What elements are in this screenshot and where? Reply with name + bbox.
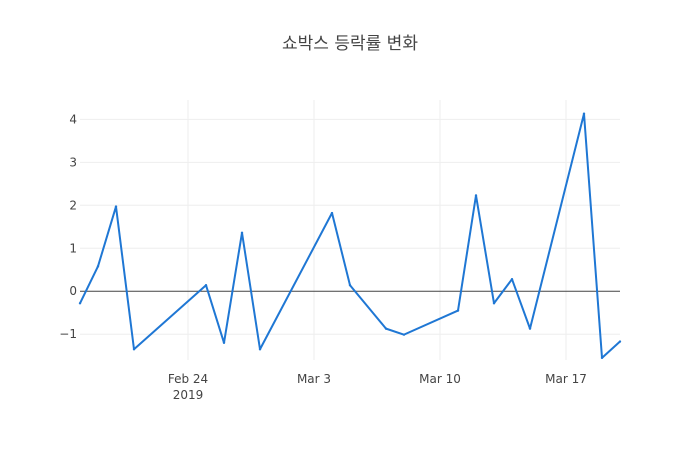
data-point — [132, 348, 136, 351]
data-point — [348, 284, 352, 287]
y-tick-label: 4 — [69, 112, 77, 126]
data-point — [402, 333, 406, 336]
data-point — [384, 327, 388, 330]
series-layer — [78, 112, 622, 360]
y-tick-label: 2 — [69, 198, 77, 212]
x-tick-label: Feb 24 — [168, 372, 208, 386]
y-tick-label: 1 — [69, 241, 77, 255]
data-point — [258, 348, 262, 351]
axis-labels: Feb 24 2019 Mar 3 Mar 10 Mar 17 4 3 2 1 0 −1 — [59, 112, 587, 402]
series-line — [79, 112, 621, 359]
data-point — [600, 356, 604, 360]
data-point — [618, 340, 622, 343]
data-point — [492, 302, 496, 305]
y-tick-label: −1 — [59, 327, 77, 341]
y-tick-label: 3 — [69, 155, 77, 169]
data-point — [204, 284, 208, 287]
data-point — [474, 194, 478, 197]
y-tick-label: 0 — [69, 284, 77, 298]
chart-title: 쇼박스 등락률 변화 — [282, 34, 418, 54]
data-point — [96, 265, 100, 268]
data-point — [330, 211, 334, 215]
data-point — [456, 309, 460, 312]
data-point — [114, 205, 118, 208]
data-point — [510, 278, 514, 281]
x-tick-label: Mar 17 — [545, 372, 587, 386]
x-tick-label: Mar 3 — [297, 372, 331, 386]
data-point — [582, 112, 586, 115]
grid-lines — [80, 100, 620, 360]
data-point — [528, 327, 532, 330]
data-point — [78, 302, 82, 305]
x-tick-label: Mar 10 — [419, 372, 461, 386]
x-tick-year-label: 2019 — [173, 388, 204, 402]
data-point — [222, 341, 226, 345]
data-point — [240, 231, 244, 234]
